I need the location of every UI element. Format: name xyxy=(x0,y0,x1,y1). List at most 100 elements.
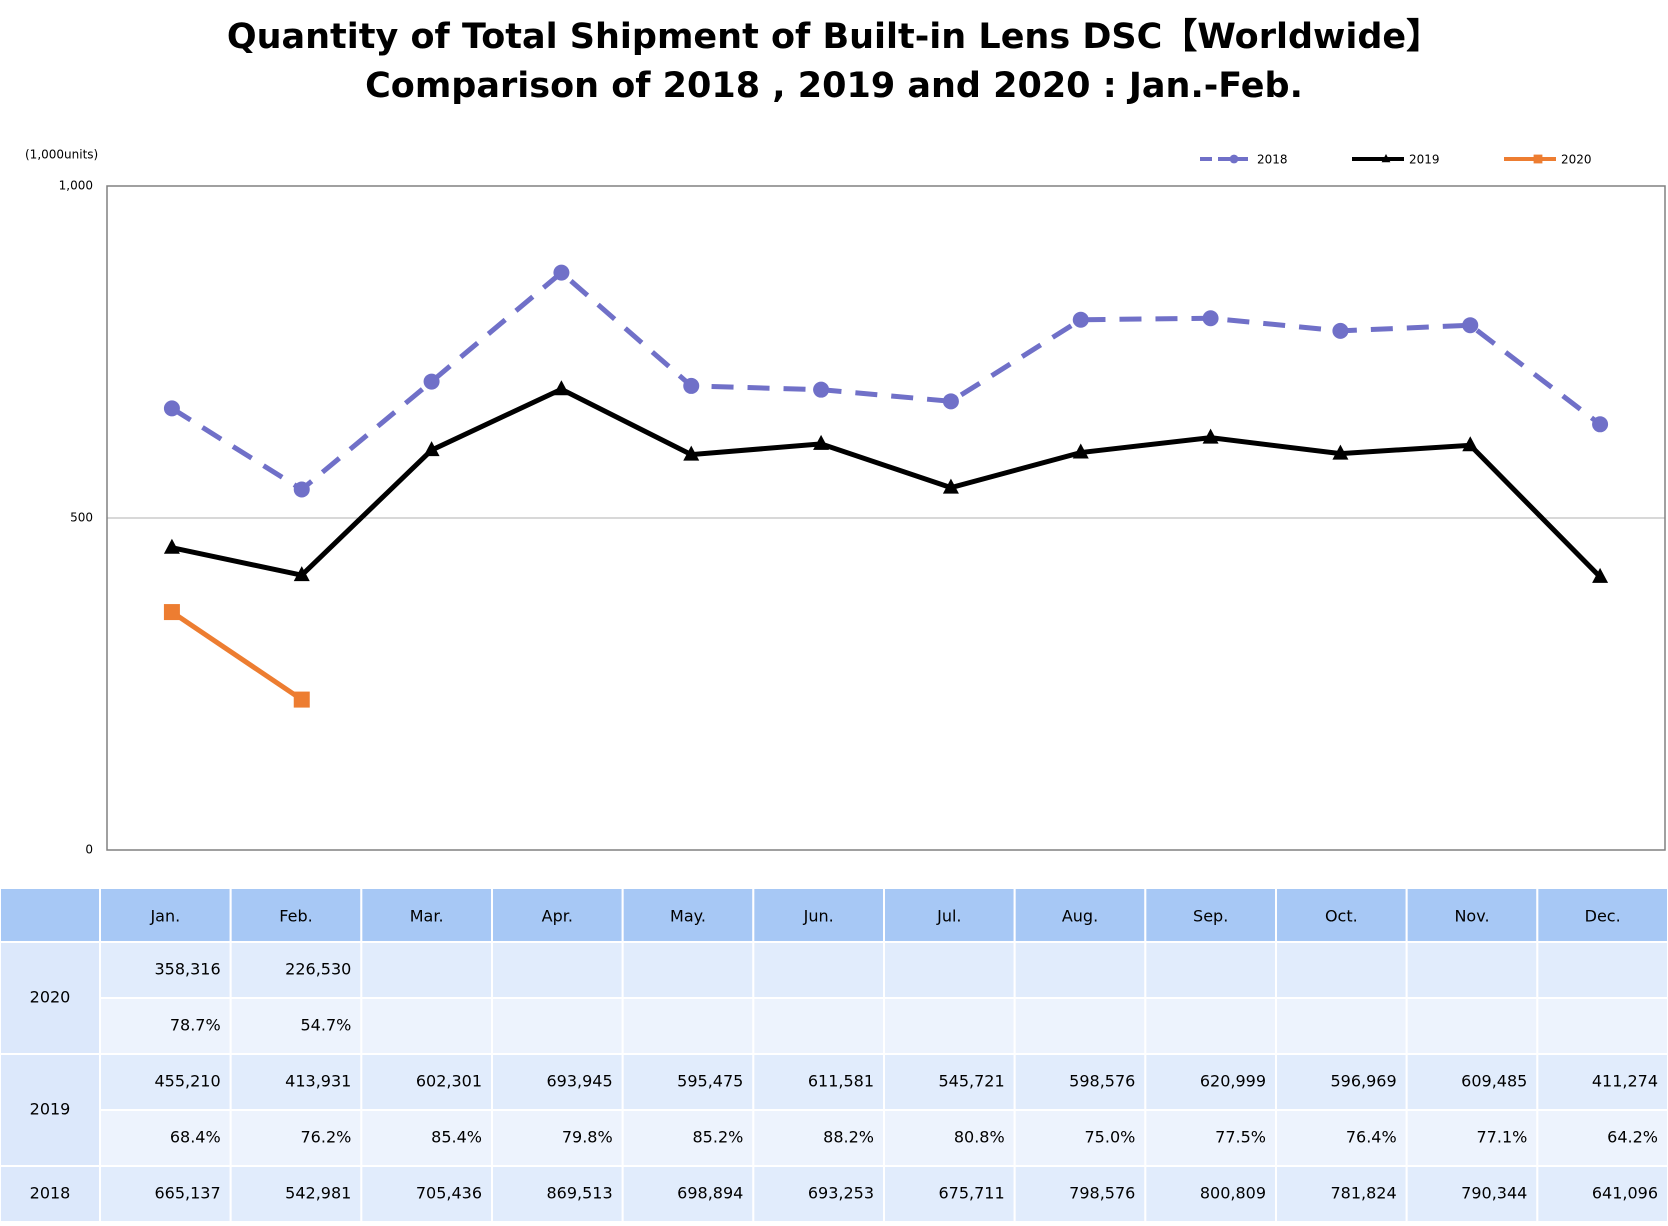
data-point xyxy=(1202,428,1219,444)
table-cell xyxy=(883,887,1016,943)
table-row-label: 2019 xyxy=(30,1100,71,1119)
table-header: Jul. xyxy=(936,907,961,926)
table-value: 85.4% xyxy=(431,1128,482,1147)
legend-label: 2019 xyxy=(1409,153,1440,167)
table-value: 76.2% xyxy=(301,1128,352,1147)
table-cell xyxy=(1013,997,1147,1055)
data-point xyxy=(293,691,310,708)
table-cell xyxy=(0,1165,101,1223)
table-cell xyxy=(1536,997,1668,1055)
table-value: 693,945 xyxy=(546,1072,612,1091)
y-tick-label: 1,000 xyxy=(59,179,93,193)
table-cell xyxy=(1536,1165,1668,1223)
table-cell xyxy=(360,1165,494,1223)
table-row-label: 2018 xyxy=(30,1184,71,1203)
data-point xyxy=(813,381,830,398)
table-value: 609,485 xyxy=(1461,1072,1527,1091)
table-cell xyxy=(1275,1165,1408,1223)
table-cell xyxy=(621,1109,755,1167)
table-cell xyxy=(1275,887,1408,943)
table-value: 88.2% xyxy=(823,1128,874,1147)
table-value: 411,274 xyxy=(1592,1072,1658,1091)
table-value: 602,301 xyxy=(416,1072,482,1091)
table-value: 611,581 xyxy=(808,1072,874,1091)
y-axis-label: (1,000units) xyxy=(25,148,98,162)
data-point xyxy=(1072,443,1089,459)
table-cell xyxy=(883,1053,1016,1111)
table-cell xyxy=(883,1165,1016,1223)
table-cell xyxy=(883,997,1016,1055)
table-value: 545,721 xyxy=(938,1072,1004,1091)
table-cell xyxy=(752,1165,885,1223)
table-cell xyxy=(1405,887,1539,943)
table-cell xyxy=(491,941,624,999)
table-cell xyxy=(229,887,363,943)
data-point xyxy=(1592,567,1609,583)
table-row-label: 2020 xyxy=(30,988,71,1007)
data-point xyxy=(1462,436,1479,452)
series-line xyxy=(170,610,304,702)
plot-frame xyxy=(106,185,1666,851)
data-point xyxy=(423,373,440,390)
table-value: 542,981 xyxy=(285,1184,351,1203)
table-cell xyxy=(1013,887,1147,943)
table-value: 79.8% xyxy=(562,1128,613,1147)
table-cell xyxy=(229,1053,363,1111)
table-value: 54.7% xyxy=(301,1016,352,1035)
legend-label: 2018 xyxy=(1257,153,1288,167)
chart-title: Quantity of Total Shipment of Built-in L… xyxy=(227,17,1441,57)
table-header: Mar. xyxy=(410,907,444,926)
table-value: 800,809 xyxy=(1200,1184,1266,1203)
table-cell xyxy=(883,941,1016,999)
table-value: 790,344 xyxy=(1461,1184,1527,1203)
table-value: 595,475 xyxy=(677,1072,743,1091)
table-cell xyxy=(621,1053,755,1111)
series-line xyxy=(170,269,1602,493)
data-point xyxy=(1592,416,1609,433)
legend-marker xyxy=(1229,154,1239,164)
data-point xyxy=(163,604,180,621)
table-value: 80.8% xyxy=(954,1128,1005,1147)
table-cell xyxy=(1013,1053,1147,1111)
table-value: 693,253 xyxy=(808,1184,874,1203)
table-cell xyxy=(1144,1109,1278,1167)
table-cell xyxy=(360,887,494,943)
table-cell xyxy=(491,1165,624,1223)
table-value: 226,530 xyxy=(285,960,351,979)
data-point xyxy=(553,264,570,281)
data-point xyxy=(1332,444,1349,460)
table-cell xyxy=(99,1109,232,1167)
table-value: 77.5% xyxy=(1215,1128,1266,1147)
table-value: 75.0% xyxy=(1085,1128,1136,1147)
table-cell xyxy=(491,1053,624,1111)
table-cell xyxy=(1013,1109,1147,1167)
data-point xyxy=(683,377,700,394)
table-cell xyxy=(99,997,232,1055)
table-value: 675,711 xyxy=(938,1184,1004,1203)
data-point xyxy=(423,441,440,457)
table-cell xyxy=(360,997,494,1055)
table-cell xyxy=(752,1109,885,1167)
y-tick-label: 500 xyxy=(70,511,93,525)
table-value: 598,576 xyxy=(1069,1072,1135,1091)
table-header: Aug. xyxy=(1062,907,1098,926)
table-cell xyxy=(0,887,101,943)
table-header: May. xyxy=(670,907,706,926)
table-header: Oct. xyxy=(1325,907,1358,926)
table-cell xyxy=(1405,941,1539,999)
table-cell xyxy=(360,941,494,999)
table-value: 76.4% xyxy=(1346,1128,1397,1147)
data-point xyxy=(293,566,310,582)
table-value: 85.2% xyxy=(693,1128,744,1147)
table-cell xyxy=(1013,1165,1147,1223)
table-value: 698,894 xyxy=(677,1184,743,1203)
table-value: 781,824 xyxy=(1330,1184,1396,1203)
table-value: 78.7% xyxy=(170,1016,221,1035)
table-cell xyxy=(1536,887,1668,943)
table-cell xyxy=(1275,941,1408,999)
table-header: Nov. xyxy=(1454,907,1489,926)
data-point xyxy=(1462,317,1479,334)
table-cell xyxy=(1144,1165,1278,1223)
data-point xyxy=(1332,322,1349,339)
